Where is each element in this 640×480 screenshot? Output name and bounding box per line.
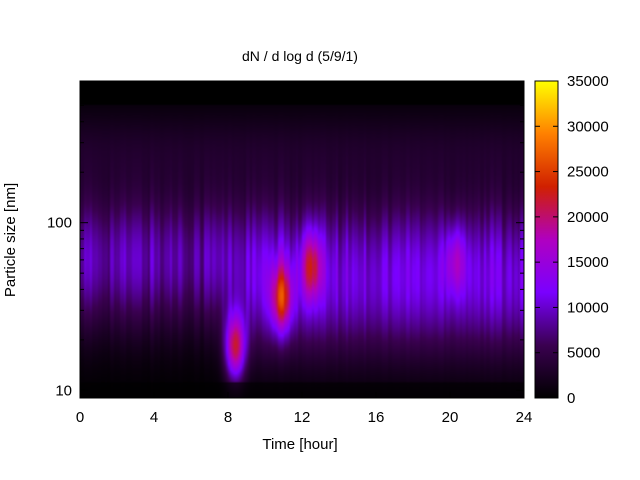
x-axis: 0 4 8 12 16 20 24 bbox=[76, 81, 533, 426]
colorbar-tick-label: 0 bbox=[567, 390, 575, 407]
heatmap-image bbox=[80, 81, 524, 398]
colorbar-frame bbox=[534, 80, 559, 399]
colorbar-fill bbox=[535, 81, 558, 398]
chart-title: dN / d log d (5/9/1) bbox=[242, 48, 358, 64]
x-tick-label: 12 bbox=[294, 409, 311, 426]
x-tick-label: 0 bbox=[76, 409, 84, 426]
x-tick-label: 20 bbox=[442, 409, 459, 426]
y-tick-label: 100 bbox=[47, 215, 72, 232]
colorbar-tick-label: 30000 bbox=[567, 118, 609, 135]
colorbar-ticks: 0 5000 10000 15000 20000 25000 30000 35000 bbox=[535, 73, 609, 407]
colorbar-tick-label: 35000 bbox=[567, 73, 609, 90]
colorbar-tick-label: 25000 bbox=[567, 164, 609, 181]
y-axis-label: Particle size [nm] bbox=[2, 183, 19, 297]
colorbar-tick-label: 15000 bbox=[567, 254, 609, 271]
plot-area: 0 4 8 12 16 20 24 10 100 bbox=[47, 80, 533, 426]
x-axis-label: Time [hour] bbox=[262, 436, 337, 453]
x-tick-label: 24 bbox=[516, 409, 533, 426]
x-tick-label: 4 bbox=[150, 409, 158, 426]
colorbar-tick-label: 10000 bbox=[567, 299, 609, 316]
colorbar-tick-label: 20000 bbox=[567, 209, 609, 226]
colorbar: 0 5000 10000 15000 20000 25000 30000 35000 bbox=[534, 73, 609, 407]
y-tick-label: 10 bbox=[55, 382, 72, 399]
x-tick-label: 8 bbox=[224, 409, 232, 426]
x-tick-label: 16 bbox=[368, 409, 385, 426]
colorbar-tick-label: 5000 bbox=[567, 345, 600, 362]
y-axis: 10 100 bbox=[47, 80, 524, 399]
